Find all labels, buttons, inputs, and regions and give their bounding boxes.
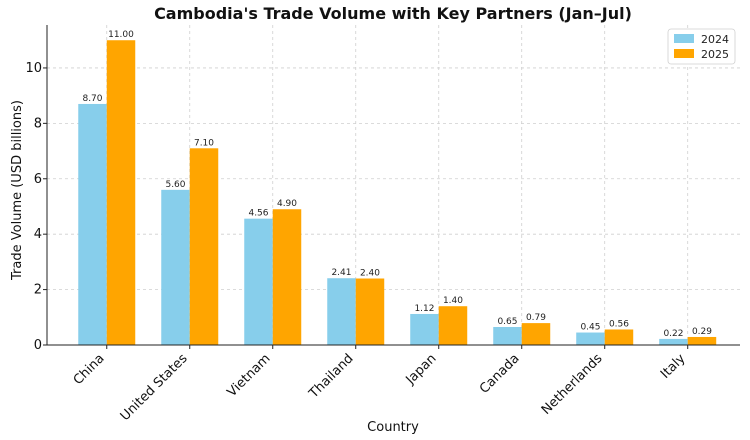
gridlines bbox=[47, 25, 740, 346]
value-label: 7.10 bbox=[194, 138, 214, 148]
bar-2025 bbox=[521, 323, 551, 345]
bar-2025 bbox=[189, 148, 219, 345]
bar-2025 bbox=[604, 329, 634, 345]
value-label: 0.79 bbox=[526, 313, 546, 323]
bar-2024 bbox=[576, 332, 605, 345]
bar-2025 bbox=[272, 209, 302, 345]
value-label: 1.12 bbox=[414, 304, 434, 314]
value-label: 0.22 bbox=[663, 329, 683, 339]
y-tick-label: 0 bbox=[34, 338, 42, 353]
x-tick-label: Netherlands bbox=[539, 351, 606, 418]
value-label: 0.45 bbox=[580, 323, 600, 333]
y-tick-label: 6 bbox=[34, 172, 42, 187]
x-tick-label: Italy bbox=[658, 351, 689, 382]
legend-label-2024: 2024 bbox=[701, 33, 729, 46]
value-label: 0.65 bbox=[497, 317, 517, 327]
x-tick-label: China bbox=[71, 351, 108, 388]
y-tick-label: 2 bbox=[34, 283, 42, 298]
bar-2024 bbox=[244, 218, 273, 345]
bar-2024 bbox=[659, 338, 688, 345]
x-tick-label: United States bbox=[118, 351, 191, 424]
x-axis-label: Country bbox=[367, 420, 419, 435]
legend-label-2025: 2025 bbox=[701, 48, 729, 61]
value-label: 1.40 bbox=[443, 296, 463, 306]
legend-swatch-2024 bbox=[674, 34, 694, 43]
chart-title: Cambodia's Trade Volume with Key Partner… bbox=[154, 4, 632, 23]
bar-2024 bbox=[410, 313, 439, 345]
value-label: 0.29 bbox=[692, 327, 712, 337]
x-tick-label: Canada bbox=[477, 351, 523, 397]
value-label: 2.40 bbox=[360, 269, 380, 279]
legend: 2024 2025 bbox=[667, 28, 736, 65]
value-labels: 8.70 11.00 5.60 7.10 4.56 4.90 2.41 2.40 1.12 1.4… bbox=[82, 30, 712, 339]
value-label: 0.56 bbox=[609, 319, 629, 329]
bar-2024 bbox=[161, 189, 190, 345]
bar-2024 bbox=[493, 326, 522, 345]
bars bbox=[78, 40, 717, 346]
bar-2024 bbox=[327, 278, 356, 345]
value-label: 11.00 bbox=[108, 30, 134, 40]
y-tick-label: 10 bbox=[25, 61, 42, 76]
legend-swatch-2025 bbox=[674, 49, 694, 58]
bar-2025 bbox=[438, 306, 468, 345]
bar-2025 bbox=[106, 40, 136, 345]
x-tick-label: Vietnam bbox=[225, 351, 274, 400]
bar-2025 bbox=[355, 278, 385, 345]
value-label: 4.56 bbox=[248, 209, 268, 219]
bar-2024 bbox=[78, 103, 107, 346]
y-tick-label: 8 bbox=[34, 116, 42, 131]
x-tick-label: Thailand bbox=[306, 351, 357, 402]
value-label: 8.70 bbox=[82, 94, 102, 104]
value-label: 2.41 bbox=[331, 268, 351, 278]
x-tick-label: Japan bbox=[403, 351, 440, 388]
value-label: 5.60 bbox=[165, 180, 185, 190]
bar-2025 bbox=[687, 336, 717, 345]
y-tick-label: 4 bbox=[34, 227, 42, 242]
value-label: 4.90 bbox=[277, 199, 297, 209]
y-axis-label: Trade Volume (USD billions) bbox=[10, 100, 25, 281]
